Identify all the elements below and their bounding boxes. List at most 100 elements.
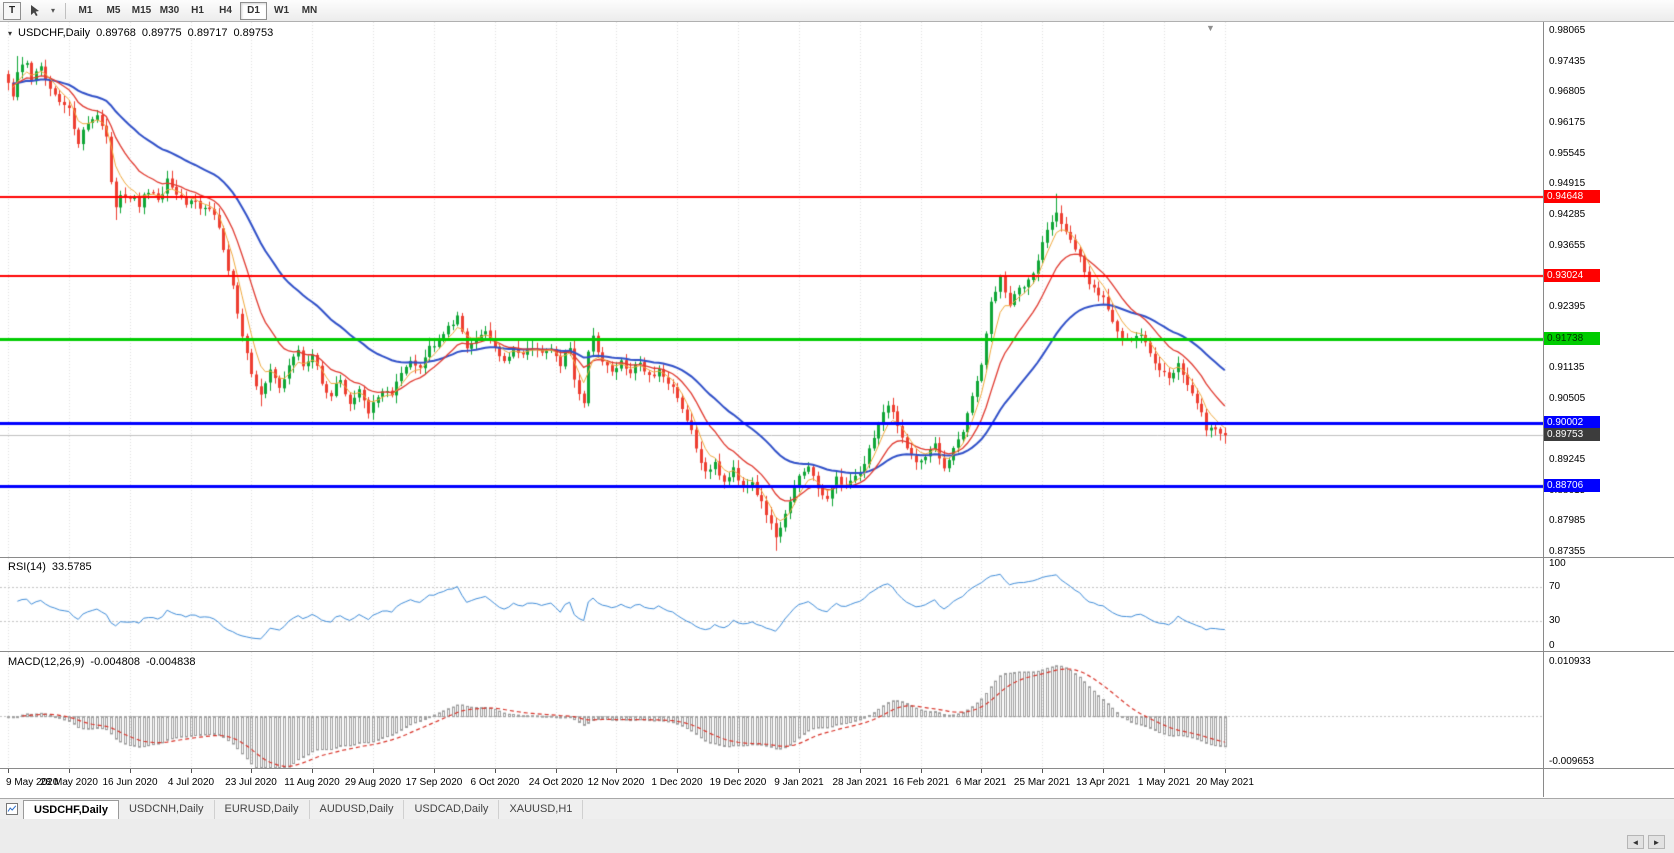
chart-symbol-label: USDCHF,Daily bbox=[18, 27, 91, 39]
panel-separator[interactable] bbox=[0, 651, 1674, 652]
tab-scroll-right-button[interactable]: ► bbox=[1648, 835, 1665, 849]
panel-separator bbox=[0, 768, 1674, 769]
text-tool-button[interactable]: T bbox=[3, 1, 21, 20]
ohlc-high: 0.89775 bbox=[141, 27, 182, 39]
rsi-axis[interactable]: 100 70 30 0 bbox=[1544, 558, 1673, 651]
toolbar-dropdown-icon[interactable]: ▾ bbox=[47, 2, 59, 20]
rsi-label: RSI(14) 33.5785 bbox=[8, 561, 92, 573]
tab-scroll-left-button[interactable]: ◄ bbox=[1627, 835, 1644, 849]
price-tick-label: 0.87985 bbox=[1549, 515, 1586, 527]
rsi-indicator-canvas[interactable] bbox=[0, 558, 1543, 651]
charts-list-icon[interactable] bbox=[4, 801, 20, 817]
price-tick-label: 0.98065 bbox=[1549, 24, 1586, 36]
macd-signal-value: -0.004838 bbox=[145, 656, 196, 668]
timeframe-button-m1[interactable]: M1 bbox=[72, 2, 99, 20]
rsi-axis-label: 0 bbox=[1549, 640, 1555, 651]
date-label: 12 Nov 2020 bbox=[587, 777, 645, 788]
date-tick bbox=[191, 769, 192, 773]
price-tick-label: 0.89245 bbox=[1549, 454, 1586, 466]
date-tick bbox=[69, 769, 70, 773]
macd-label: MACD(12,26,9) -0.004808 -0.004838 bbox=[8, 656, 196, 668]
level-price-label: 0.94648 bbox=[1544, 190, 1600, 204]
price-tick-label: 0.90505 bbox=[1549, 392, 1586, 404]
price-axis[interactable]: 0.98065 0.97435 0.96805 0.96175 0.95545 0.949… bbox=[1544, 0, 1673, 797]
macd-indicator-canvas[interactable] bbox=[0, 652, 1543, 768]
date-tick bbox=[495, 769, 496, 773]
timeframe-button-m5[interactable]: M5 bbox=[100, 2, 127, 20]
timeframe-button-m15[interactable]: M15 bbox=[128, 2, 155, 20]
chart-tab-usdcad[interactable]: USDCAD,Daily bbox=[404, 800, 500, 819]
date-label: 1 May 2021 bbox=[1137, 777, 1191, 788]
macd-name: MACD(12,26,9) bbox=[8, 656, 85, 668]
chart-tab-audusd[interactable]: AUDUSD,Daily bbox=[310, 800, 405, 819]
price-tick-label: 0.95545 bbox=[1549, 147, 1586, 159]
date-label: 13 Apr 2021 bbox=[1076, 777, 1130, 788]
level-price-label: 0.88706 bbox=[1544, 479, 1600, 493]
timeframe-button-w1[interactable]: W1 bbox=[268, 2, 295, 20]
main-chart-canvas[interactable] bbox=[0, 22, 1543, 557]
date-label: 11 Aug 2020 bbox=[284, 777, 340, 788]
date-tick bbox=[1042, 769, 1043, 773]
ohlc-open: 0.89768 bbox=[96, 27, 136, 39]
timeframe-button-m30[interactable]: M30 bbox=[156, 2, 183, 20]
date-label: 4 Jul 2020 bbox=[167, 777, 215, 788]
level-price-label: 0.93024 bbox=[1544, 269, 1600, 283]
date-label: 17 Sep 2020 bbox=[405, 777, 463, 788]
date-tick bbox=[373, 769, 374, 773]
top-toolbar: T ▾ M1 M5 M15 M30 H1 H4 D1 W1 MN bbox=[0, 0, 1674, 22]
date-label: 20 May 2021 bbox=[1196, 777, 1254, 788]
cursor-tool-button[interactable] bbox=[23, 2, 45, 20]
date-label: 1 Dec 2020 bbox=[651, 777, 703, 788]
rsi-axis-label: 70 bbox=[1549, 581, 1561, 593]
rsi-value: 33.5785 bbox=[51, 561, 92, 573]
price-tick-label: 0.91135 bbox=[1549, 362, 1585, 374]
timeframe-button-h4[interactable]: H4 bbox=[212, 2, 239, 20]
date-label: 29 Aug 2020 bbox=[344, 777, 402, 788]
date-label: 16 Feb 2021 bbox=[892, 777, 950, 788]
toolbar-separator bbox=[65, 2, 66, 19]
timeframe-button-mn[interactable]: MN bbox=[296, 2, 323, 20]
rsi-axis-label: 100 bbox=[1549, 558, 1566, 569]
ohlc-low: 0.89717 bbox=[187, 27, 228, 39]
rsi-name: RSI(14) bbox=[8, 561, 46, 573]
date-tick bbox=[616, 769, 617, 773]
macd-axis[interactable]: 0.010933 -0.009653 bbox=[1544, 652, 1673, 768]
ohlc-close: 0.89753 bbox=[233, 27, 274, 39]
chart-tab-usdcnh[interactable]: USDCNH,Daily bbox=[119, 800, 215, 819]
date-tick bbox=[677, 769, 678, 773]
date-label: 25 Mar 2021 bbox=[1013, 777, 1071, 788]
date-axis[interactable]: 9 May 2020 28 May 2020 16 Jun 2020 4 Jul 20… bbox=[0, 769, 1543, 798]
date-label: 19 Dec 2020 bbox=[709, 777, 767, 788]
chart-tab-xauusd[interactable]: XAUUSD,H1 bbox=[499, 800, 584, 819]
chart-tab-eurusd[interactable]: EURUSD,Daily bbox=[215, 800, 310, 819]
date-label: 28 Jan 2021 bbox=[832, 777, 888, 788]
level-price-label: 0.90002 bbox=[1544, 416, 1600, 430]
bid-price-label: 0.89753 bbox=[1544, 428, 1600, 442]
chart-tab-usdchf[interactable]: USDCHF,Daily bbox=[23, 800, 119, 819]
date-label: 6 Mar 2021 bbox=[955, 777, 1007, 788]
price-axis-separator bbox=[1543, 22, 1544, 797]
date-tick bbox=[312, 769, 313, 773]
date-tick bbox=[1164, 769, 1165, 773]
panel-separator[interactable] bbox=[0, 557, 1674, 558]
bottom-strip: ◄ ► bbox=[0, 819, 1674, 853]
date-label: 6 Oct 2020 bbox=[470, 777, 520, 788]
price-tick-label: 0.97435 bbox=[1549, 55, 1586, 67]
date-tick bbox=[1225, 769, 1226, 773]
date-label: 9 Jan 2021 bbox=[774, 777, 824, 788]
chart-title-marker-icon: ▾ bbox=[8, 28, 13, 38]
price-tick-label: 0.87355 bbox=[1549, 545, 1586, 557]
cursor-icon bbox=[30, 5, 39, 16]
date-tick bbox=[921, 769, 922, 773]
price-tick-label: 0.92395 bbox=[1549, 300, 1586, 312]
date-label: 23 Jul 2020 bbox=[225, 777, 277, 788]
chart-shift-marker-icon: ▼ bbox=[1206, 23, 1215, 33]
date-tick bbox=[556, 769, 557, 773]
chart-title: ▾ USDCHF,Daily 0.89768 0.89775 0.89717 0… bbox=[8, 27, 273, 39]
timeframe-button-d1[interactable]: D1 bbox=[240, 1, 267, 20]
date-label: 28 May 2020 bbox=[40, 777, 98, 788]
timeframe-button-h1[interactable]: H1 bbox=[184, 2, 211, 20]
chart-tabs-bar: USDCHF,Daily USDCNH,Daily EURUSD,Daily AUDU… bbox=[0, 798, 1674, 819]
date-tick bbox=[981, 769, 982, 773]
